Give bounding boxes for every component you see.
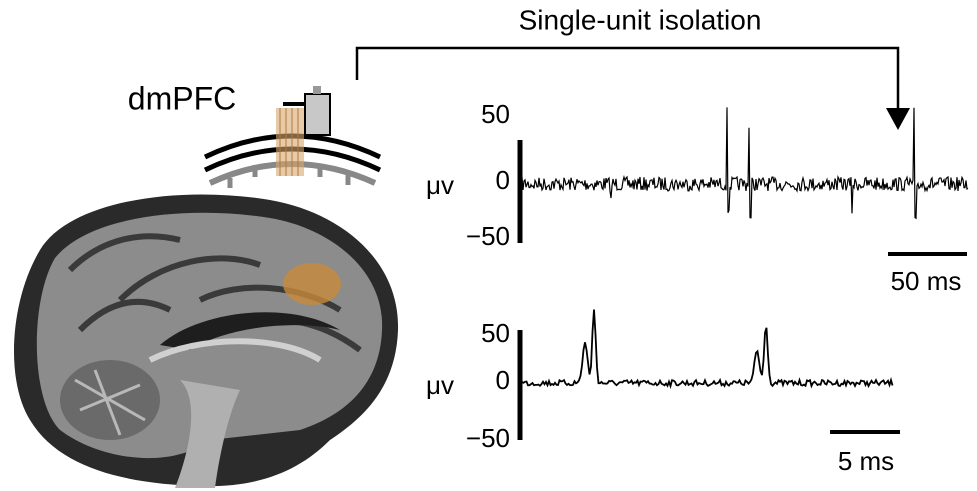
unit-label: μv	[426, 370, 454, 400]
trace	[521, 107, 969, 220]
dmpfc-highlight	[283, 263, 341, 305]
brain-image	[13, 194, 399, 488]
y-tick-label: −50	[466, 423, 510, 453]
scale-bar-label: 5 ms	[838, 446, 894, 476]
trace	[521, 309, 894, 390]
arrowhead	[886, 108, 910, 130]
y-tick-label: 0	[496, 165, 510, 195]
scale-bar-label: 50 ms	[891, 266, 962, 296]
region-label: dmPFC	[128, 80, 236, 116]
y-tick-label: 0	[496, 365, 510, 395]
y-tick-label: 50	[481, 99, 510, 129]
title: Single-unit isolation	[519, 4, 762, 35]
unit-label: μv	[426, 170, 454, 200]
bracket	[355, 46, 900, 118]
implant-diagram	[203, 86, 382, 188]
y-tick-label: 50	[481, 318, 510, 348]
y-tick-label: −50	[466, 221, 510, 251]
